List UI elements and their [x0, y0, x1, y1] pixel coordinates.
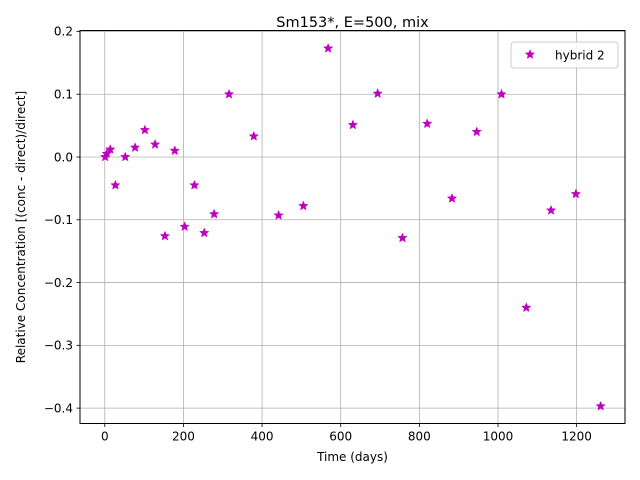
y-tick-label: 0.1	[54, 88, 73, 102]
data-point	[129, 142, 141, 153]
y-tick-label: −0.3	[44, 339, 73, 353]
y-tick-label: −0.4	[44, 401, 73, 415]
data-point	[159, 230, 171, 241]
x-tick-label: 1200	[561, 430, 592, 444]
chart-title: Sm153*, E=500, mix	[276, 15, 429, 31]
grid	[80, 30, 625, 424]
data-point	[105, 143, 116, 154]
data-point	[101, 148, 112, 159]
data-point	[471, 126, 482, 137]
y-tick-label: −0.1	[44, 213, 73, 227]
data-point	[496, 88, 507, 99]
legend: hybrid 2	[510, 41, 619, 69]
data-point	[179, 221, 190, 232]
data-point	[372, 88, 383, 99]
data-point	[545, 204, 557, 215]
x-tick-label: 0	[101, 430, 109, 444]
y-tick-label: 0.0	[54, 150, 73, 164]
axis-ticks: 0 200 400 600 800 1000 1200 −0.4 −0.3 −0.2 −0.1 0.0…	[44, 25, 592, 444]
x-axis-label: Time (days)	[316, 450, 388, 464]
data-point	[189, 179, 200, 190]
data-point	[347, 119, 359, 130]
data-point	[248, 130, 260, 141]
x-tick-label: 400	[251, 430, 274, 444]
data-point	[570, 188, 582, 199]
x-tick-label: 800	[408, 430, 431, 444]
data-point	[397, 232, 408, 243]
legend-marker	[524, 49, 536, 59]
legend-star-icon	[524, 49, 536, 59]
legend-label: hybrid 2	[555, 49, 605, 63]
data-point	[595, 400, 606, 411]
y-tick-label: −0.2	[44, 276, 73, 290]
y-axis-label: Relative Concentration [(conc - direct)/…	[14, 91, 28, 363]
data-point	[149, 138, 161, 149]
data-points	[99, 42, 606, 411]
data-point	[521, 302, 532, 313]
data-point	[169, 145, 180, 156]
plot-frame	[79, 30, 626, 424]
y-tick-label: 0.2	[54, 25, 73, 39]
data-point	[322, 42, 334, 53]
data-point	[199, 227, 210, 238]
data-point	[110, 179, 121, 190]
x-tick-label: 1000	[483, 430, 514, 444]
data-point	[422, 118, 433, 129]
data-point	[223, 88, 235, 99]
x-tick-label: 600	[329, 430, 352, 444]
data-point	[273, 209, 284, 220]
x-tick-label: 200	[172, 430, 195, 444]
data-point	[446, 192, 458, 203]
legend-box	[510, 41, 619, 69]
data-point	[298, 200, 309, 211]
data-point	[208, 208, 220, 219]
data-point	[120, 151, 131, 162]
data-point	[139, 124, 151, 135]
